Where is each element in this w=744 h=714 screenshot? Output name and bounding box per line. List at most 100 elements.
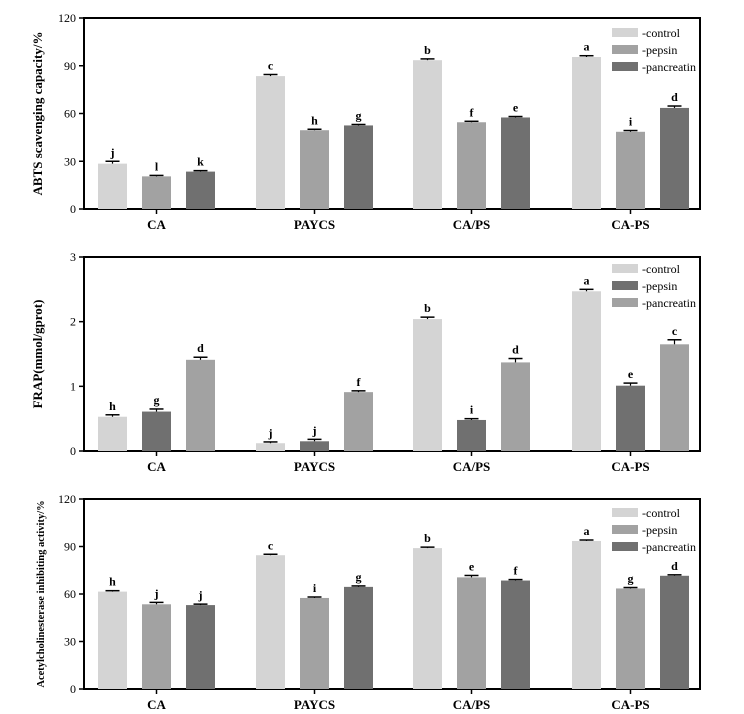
y-tick-label: 3: [70, 250, 76, 264]
chart-panel-3: 0 30 60 90 120 Acetylcholinesterase inhibitin…: [36, 492, 701, 712]
bar: [142, 411, 171, 451]
significance-letter: g: [628, 572, 634, 586]
bar: [256, 555, 285, 689]
bar: [457, 419, 486, 451]
y-tick-label: 30: [64, 154, 76, 168]
significance-letter: h: [311, 113, 318, 127]
legend-swatch: [612, 28, 638, 37]
y-tick-label: 60: [64, 587, 76, 601]
bar: [501, 580, 530, 689]
bar: [501, 117, 530, 209]
legend-label: -pepsin: [642, 43, 677, 57]
significance-letter: e: [513, 101, 519, 115]
significance-letter: b: [424, 531, 431, 545]
bar: [344, 125, 373, 209]
bar: [142, 176, 171, 209]
plot-frame: [83, 498, 701, 690]
y-axis-label: Acetylcholinesterase inhibiting activity…: [36, 500, 47, 687]
significance-letter: j: [268, 426, 273, 440]
legend: -control -pepsin -pancreatin: [612, 26, 696, 74]
bar: [660, 107, 689, 209]
x-tick-label: CA: [147, 459, 166, 474]
significance-letter: j: [154, 586, 159, 600]
bar: [300, 597, 329, 689]
bar: [256, 443, 285, 451]
bar: [98, 591, 127, 689]
bar: [457, 122, 486, 209]
significance-letter: h: [109, 399, 116, 413]
legend-swatch: [612, 525, 638, 534]
significance-letter: g: [356, 108, 362, 122]
bar: [616, 385, 645, 451]
bar: [142, 604, 171, 689]
chart-panel-2: 0 1 2 3 FRAP(mmol/gprot) h g d CA j j f PAYCS b i d CA/P…: [30, 250, 701, 474]
y-tick-label: 0: [70, 444, 76, 458]
significance-letter: c: [672, 324, 678, 338]
legend-swatch: [612, 508, 638, 517]
y-tick-label: 30: [64, 635, 76, 649]
significance-letter: j: [312, 423, 317, 437]
bar: [501, 362, 530, 451]
x-tick-label: CA/PS: [453, 217, 491, 232]
y-tick-label: 120: [58, 492, 76, 506]
significance-letter: a: [584, 40, 590, 54]
significance-letter: b: [424, 301, 431, 315]
bar: [98, 416, 127, 451]
significance-letter: i: [629, 115, 633, 129]
bar: [457, 577, 486, 689]
x-tick-label: CA-PS: [611, 697, 649, 712]
bar: [344, 392, 373, 451]
significance-letter: g: [154, 393, 160, 407]
bar: [572, 56, 601, 209]
significance-letter: i: [470, 403, 474, 417]
legend-label: -pepsin: [642, 523, 677, 537]
x-tick-label: PAYCS: [294, 217, 335, 232]
legend-swatch: [612, 281, 638, 290]
x-tick-label: CA/PS: [453, 459, 491, 474]
plot-frame: [83, 17, 701, 210]
significance-letter: f: [357, 375, 362, 389]
legend-swatch: [612, 62, 638, 71]
x-tick-label: PAYCS: [294, 697, 335, 712]
significance-letter: d: [671, 559, 678, 573]
y-tick-label: 90: [64, 59, 76, 73]
x-tick-label: CA/PS: [453, 697, 491, 712]
y-axis-label: ABTS scavenging capacity/%: [30, 32, 45, 196]
bar: [413, 60, 442, 209]
significance-letter: j: [198, 588, 203, 602]
significance-letter: b: [424, 43, 431, 57]
significance-letter: a: [584, 524, 590, 538]
significance-letter: e: [469, 559, 475, 573]
bar: [572, 291, 601, 451]
significance-letter: j: [110, 145, 115, 159]
significance-letter: d: [512, 343, 519, 357]
significance-letter: d: [671, 90, 678, 104]
bar: [660, 575, 689, 689]
x-tick-label: CA-PS: [611, 217, 649, 232]
significance-letter: l: [155, 159, 159, 173]
x-tick-label: CA: [147, 217, 166, 232]
significance-letter: c: [268, 538, 274, 552]
significance-letter: d: [197, 341, 204, 355]
bar: [616, 131, 645, 209]
legend-label: -pancreatin: [642, 60, 696, 74]
legend-label: -pancreatin: [642, 296, 696, 310]
significance-letter: a: [584, 273, 590, 287]
x-tick-label: CA: [147, 697, 166, 712]
legend-label: -control: [642, 262, 681, 276]
y-tick-label: 60: [64, 107, 76, 121]
bar: [572, 540, 601, 689]
bar: [186, 605, 215, 689]
y-tick-label: 0: [70, 202, 76, 216]
significance-letter: f: [470, 105, 475, 119]
bar: [300, 441, 329, 451]
legend-label: -control: [642, 26, 681, 40]
bar: [300, 130, 329, 209]
significance-letter: k: [197, 155, 204, 169]
legend-swatch: [612, 45, 638, 54]
bar: [413, 548, 442, 689]
significance-letter: f: [514, 564, 519, 578]
significance-letter: i: [313, 581, 317, 595]
plot-frame: [83, 256, 701, 452]
